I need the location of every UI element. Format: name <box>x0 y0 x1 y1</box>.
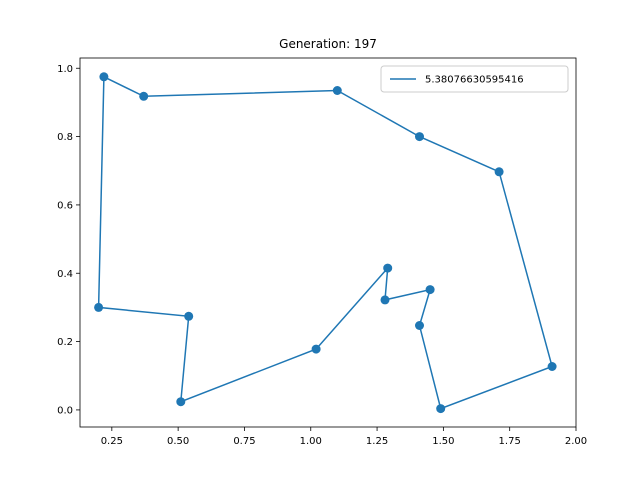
x-tick-label-5: 1.50 <box>432 436 454 447</box>
y-tick-label-0: 0.0 <box>57 405 73 416</box>
legend: 5.38076630595416 <box>380 65 569 93</box>
legend-label: 5.38076630595416 <box>425 75 524 86</box>
data-point-4 <box>494 167 504 177</box>
x-tick-label-0: 0.25 <box>101 436 123 447</box>
data-point-2 <box>332 86 342 95</box>
axes-frame <box>79 57 577 428</box>
data-point-14 <box>94 302 104 312</box>
x-tick-label-7: 2.00 <box>565 436 587 447</box>
plot-area <box>94 72 557 414</box>
y-tick-label-1: 0.2 <box>57 337 73 348</box>
x-tick-label-1: 0.50 <box>167 436 189 447</box>
data-point-10 <box>383 263 393 273</box>
data-point-0 <box>99 72 109 82</box>
y-tick-label-5: 1.0 <box>57 64 73 75</box>
data-point-1 <box>139 91 149 101</box>
x-tick-label-6: 1.75 <box>499 436 521 447</box>
axes: 0.25 0.50 0.75 1.00 1.25 1.50 1.75 2.00 0.0 0.2 0.… <box>57 57 587 447</box>
x-tick-label-3: 1.00 <box>300 436 322 447</box>
data-point-8 <box>425 285 435 295</box>
y-tick-label-2: 0.4 <box>57 269 73 280</box>
data-point-3 <box>415 132 424 142</box>
chart-title: Generation: 197 <box>279 37 377 51</box>
data-point-6 <box>436 404 446 414</box>
y-tick-label-3: 0.6 <box>57 200 73 211</box>
x-tick-label-2: 0.75 <box>233 436 255 447</box>
data-point-11 <box>311 344 321 354</box>
y-tick-label-4: 0.8 <box>57 132 73 143</box>
legend-box <box>380 65 569 93</box>
data-point-13 <box>184 311 194 321</box>
data-point-12 <box>176 397 186 407</box>
data-point-7 <box>415 321 424 330</box>
x-tick-label-4: 1.25 <box>366 436 388 447</box>
data-point-9 <box>380 295 390 305</box>
series-line-0 <box>97 76 554 410</box>
data-point-5 <box>547 362 557 371</box>
